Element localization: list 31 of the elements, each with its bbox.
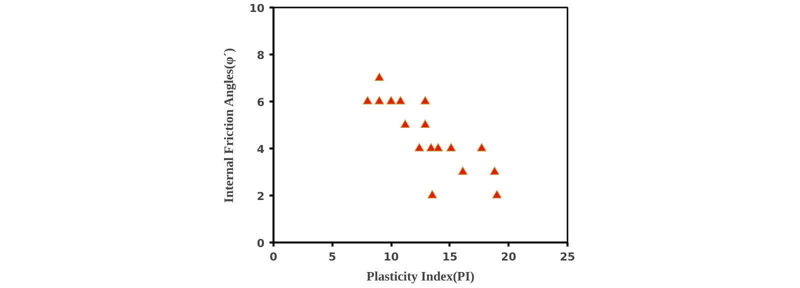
point [374, 72, 384, 81]
point [427, 190, 438, 198]
point [420, 119, 430, 128]
x-tick-label: 5 [328, 250, 336, 264]
point [446, 142, 456, 152]
y-tick-label: 4 [256, 143, 265, 156]
point [420, 96, 430, 104]
point [458, 166, 468, 175]
y-tick-label: 10 [249, 2, 265, 15]
y-tick-label: 2 [256, 190, 264, 203]
point [386, 96, 396, 104]
point [362, 96, 372, 104]
point [400, 119, 410, 128]
point [476, 142, 487, 152]
point [492, 190, 502, 198]
x-axis-title: Plasticity Index(PI) [366, 268, 474, 284]
y-tick-label: 6 [256, 96, 265, 109]
point [414, 142, 424, 152]
y-tick-label: 0 [256, 237, 265, 250]
point [490, 166, 500, 175]
point [396, 96, 406, 104]
point [374, 96, 384, 104]
x-tick-label: 20 [501, 250, 517, 264]
x-tick-label: 10 [383, 250, 400, 264]
x-tick-label: 15 [442, 250, 458, 264]
point [433, 142, 444, 152]
x-tick-label: 0 [270, 250, 278, 264]
point [426, 142, 436, 152]
x-tick-label: 25 [560, 250, 576, 264]
y-axis-title: Internal Friction Angles(φ´) [221, 48, 236, 203]
y-tick-label: 8 [256, 49, 264, 62]
